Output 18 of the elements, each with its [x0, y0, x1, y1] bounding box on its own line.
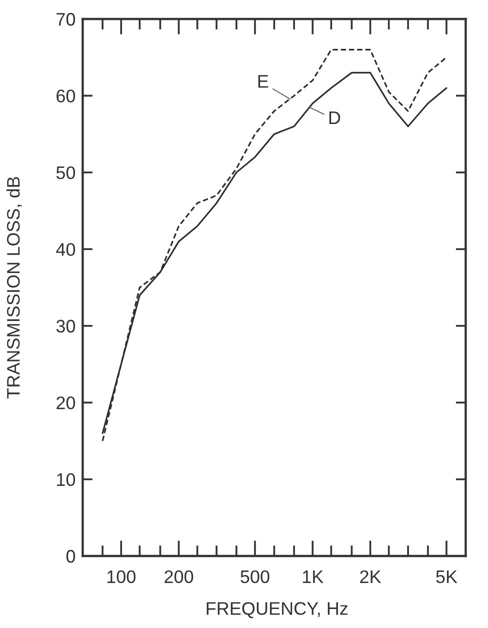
- y-tick-label: 50: [56, 166, 76, 180]
- y-tick-label: 40: [56, 243, 76, 256]
- x-tick-label: 100: [107, 570, 136, 584]
- y-tick-label: 30: [56, 320, 76, 333]
- x-tick-label: 5K: [436, 570, 458, 584]
- y-axis-title: TRANSMISSION LOSS, dB: [6, 177, 22, 398]
- y-tick-label: 20: [56, 396, 76, 410]
- y-tick-label: 60: [56, 90, 76, 102]
- y-tick-label: 70: [56, 12, 76, 26]
- x-axis-title: FREQUENCY, Hz: [206, 602, 348, 618]
- y-tick-label: 0: [66, 550, 76, 563]
- y-tick-label: 10: [57, 473, 76, 486]
- series-label: D: [329, 112, 340, 124]
- x-tick-label: 2K: [360, 570, 382, 583]
- series-label: E: [258, 75, 268, 88]
- x-tick-label: 1K: [302, 570, 324, 583]
- x-tick-label: 500: [240, 570, 270, 584]
- x-tick-label: 200: [164, 570, 194, 584]
